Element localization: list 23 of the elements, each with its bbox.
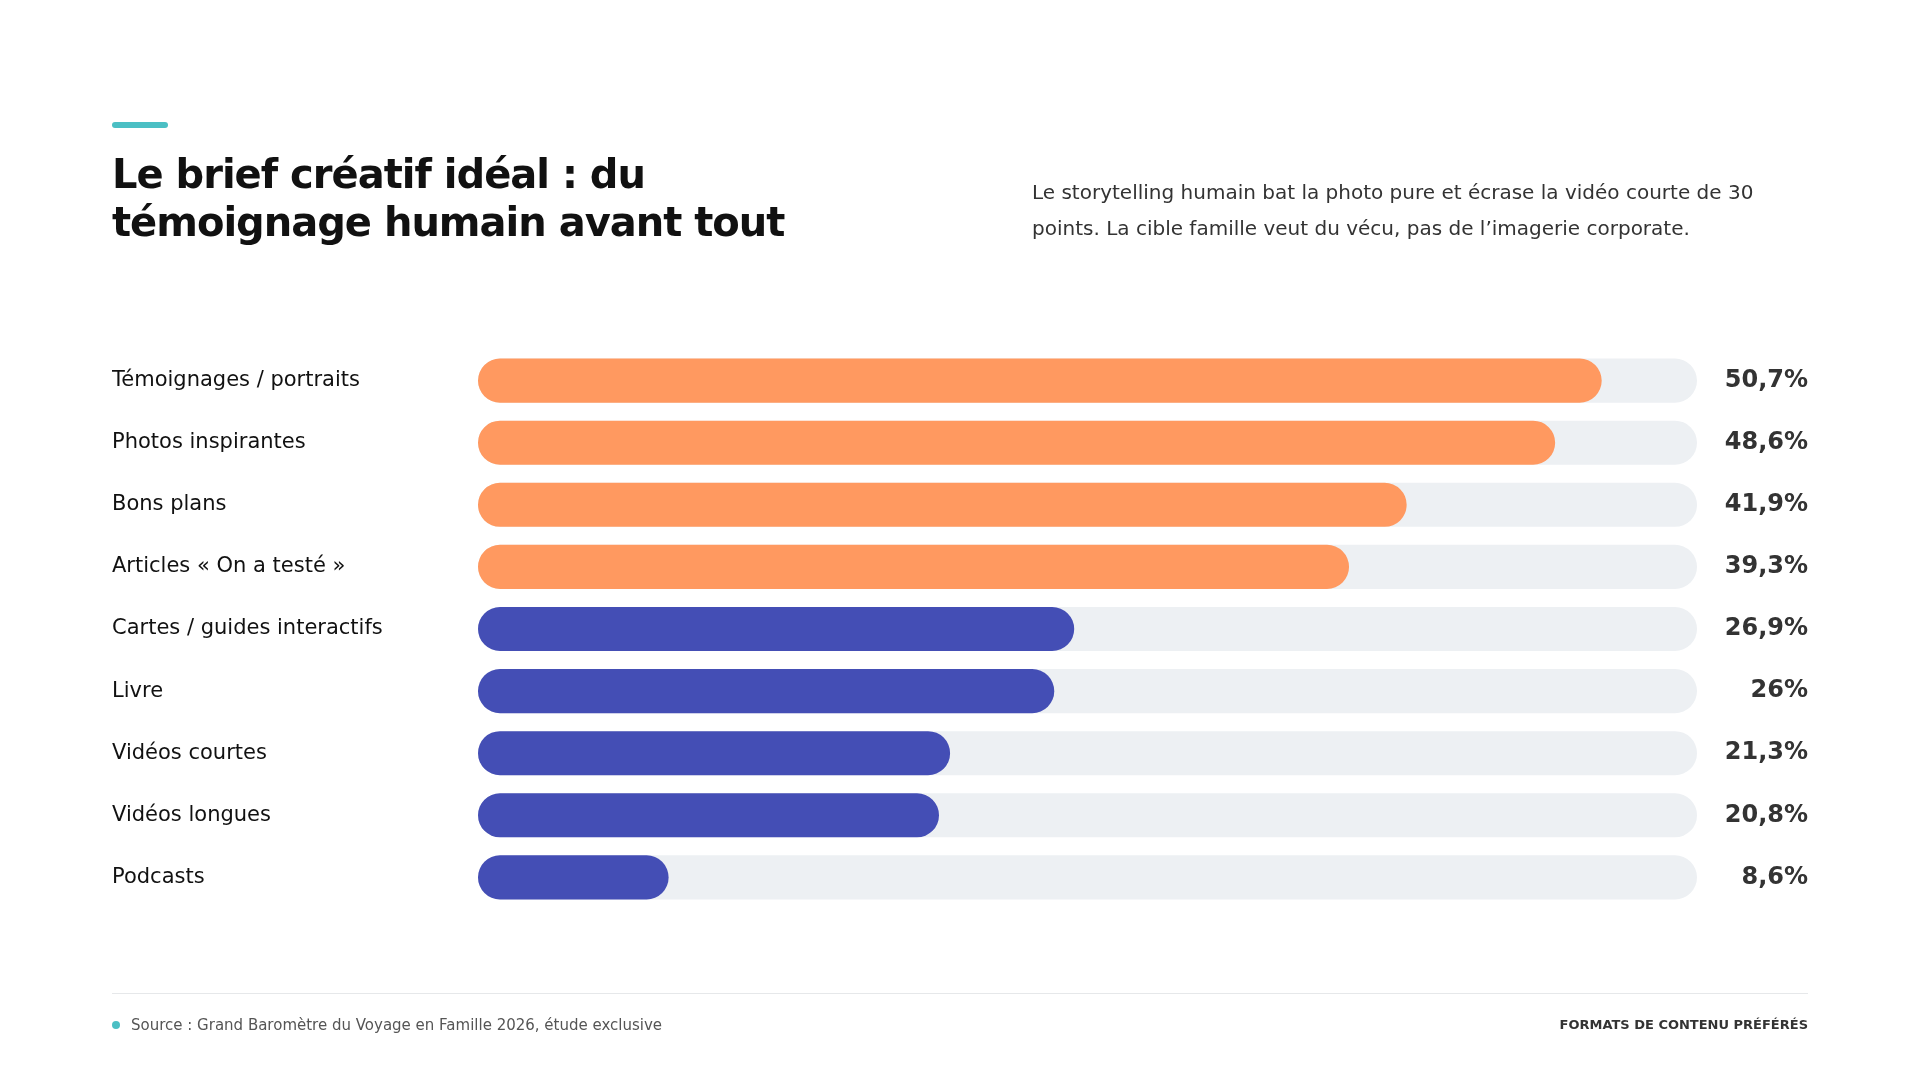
y-tick-label: Articles « On a testé » xyxy=(112,553,346,578)
chart-title: Le brief créatif idéal : du témoignage humain avant tout xyxy=(112,150,786,246)
y-tick-label: Podcasts xyxy=(112,863,205,888)
y-tick-label: Photos inspirantes xyxy=(112,429,306,454)
bar xyxy=(478,855,669,900)
data-label: 50,7% xyxy=(1724,364,1808,393)
y-tick-label: Cartes / guides interactifs xyxy=(112,615,383,640)
data-label: 39,3% xyxy=(1724,551,1808,580)
data-label: 20,8% xyxy=(1724,799,1808,828)
source-note: Source : Grand Baromètre du Voyage en Famille 2026, étude exclusive xyxy=(131,1016,663,1034)
y-tick-label: Bons plans xyxy=(112,491,227,516)
data-label: 8,6% xyxy=(1741,861,1808,890)
y-tick-label: Livre xyxy=(112,677,164,702)
y-tick-label: Témoignages / portraits xyxy=(111,367,361,392)
chart-subtitle: Le storytelling humain bat la photo pure et écrase la vidéo courte de 30 points. La cible famille veut du vécu, pas de l’imagerie corporate. xyxy=(1032,179,1755,242)
text: FORMATS DE CONTENU PRÉFÉRÉS xyxy=(1559,1017,1808,1032)
data-label: 26% xyxy=(1750,675,1808,704)
data-label: 41,9% xyxy=(1724,489,1808,518)
data-label: 26,9% xyxy=(1724,613,1808,642)
data-label: 48,6% xyxy=(1724,426,1808,455)
y-tick-label: Vidéos longues xyxy=(112,801,271,826)
data-label: 21,3% xyxy=(1724,737,1808,766)
y-tick-label: Vidéos courtes xyxy=(112,739,267,764)
